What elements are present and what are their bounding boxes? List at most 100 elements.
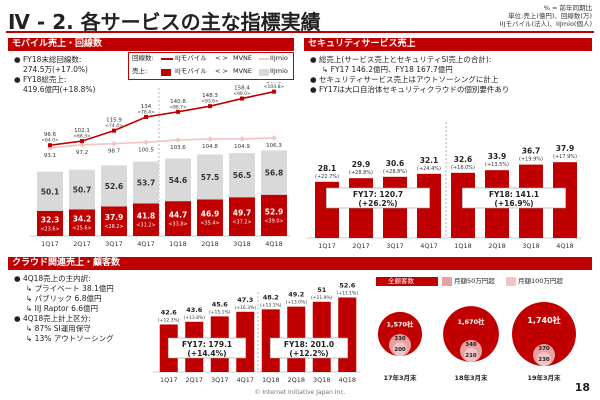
line-value-iijmio: 93.1 [44, 153, 56, 159]
header-notes: % = 前年同期比 単位:売上(億円)、回線数(万) IIJモバイル(法人)、I… [500, 4, 592, 28]
bullet-text: 274.5万(+17.0%) [23, 65, 88, 74]
line-point-iij-mobile [80, 139, 84, 144]
page-number: 18 [574, 381, 590, 394]
x-tick-label: 4Q18 [265, 240, 283, 248]
total-customers-label: 1,740社 [527, 315, 560, 325]
line-iijmio [49, 137, 275, 149]
line-value-iij-mobile: 134 [141, 104, 152, 110]
line-value-iij-mobile: 115.9 [106, 118, 122, 124]
bar-pct-label: (+28.8%) [349, 170, 373, 176]
bar-pct-label: (+17.9%) [553, 154, 577, 160]
x-tick-label: 1Q17 [41, 240, 59, 248]
bar-value: 50.1 [41, 187, 60, 196]
fiscal-total-label: FY17: 120.7 [353, 190, 403, 199]
bullet-text: FY17は大口自治体セキュリティクラウドの個別要件あり [318, 85, 510, 94]
bar-pct-label: (+11.1%) [336, 290, 358, 296]
bar-iijmio [37, 171, 63, 211]
line-point-iijmio [143, 139, 149, 146]
x-tick-label: 4Q17 [420, 242, 438, 250]
legend-over100: 月額100万円超 [518, 277, 563, 285]
bullet-text: ↳ 13% アウトソーシング [26, 334, 114, 343]
bar-pct-label: (+13.5%) [485, 162, 509, 168]
legend-bar-swatch [259, 69, 269, 76]
bar-iij-mobile [133, 203, 159, 236]
fiscal-total-label: FY18: 201.0 [284, 340, 334, 349]
legend-line-swatch [259, 58, 269, 60]
x-tick-label: 4Q17 [236, 376, 254, 384]
bar-pct-label: (+13.8%) [183, 315, 205, 321]
bullet-sub-text: 13% アウトソーシング [34, 334, 114, 343]
x-tick-label: 2Q18 [287, 376, 305, 384]
x-tick-label: 3Q17 [105, 240, 123, 248]
legend-bar-swatch [161, 69, 171, 76]
bullet-text: ↳ 87% SI運用保守 [26, 324, 91, 333]
legend-sales-label: 売上: [132, 67, 148, 75]
cloud-heading: クラウド関連売上・顧客数 [8, 257, 592, 270]
mobile-legend: 回線数: IIJモバイル < > MVNE IIJmio 売上: IIJモバイル… [128, 52, 294, 80]
bar-sub-value: <35.4> [200, 221, 220, 227]
bar-pct-label: (+15.1%) [209, 309, 231, 315]
x-tick-label: 2Q17 [352, 242, 370, 250]
year-label: 18年3月末 [454, 373, 488, 382]
legend-over50-swatch [442, 277, 452, 286]
bullet-sub-text: IIJ Raptor 6.6億円 [34, 304, 99, 313]
legend-line-swatch [161, 58, 173, 60]
bar-value: 56.5 [233, 171, 252, 180]
bullet-sub-text: 87% SI運用保守 [34, 324, 91, 333]
fiscal-total-label: FY17: 179.1 [182, 340, 232, 349]
bar-pct-label: (+13.0%) [285, 300, 307, 306]
line-value-iij-mobile: 148.3 [202, 93, 218, 99]
bar-value: 44.7 [169, 211, 188, 220]
bullet-text: ↳ IIJ Raptor 6.6億円 [26, 304, 99, 313]
x-tick-label: 3Q17 [386, 242, 404, 250]
bar-value: 48.2 [263, 293, 279, 301]
fiscal-total-box [269, 337, 349, 359]
bar-pct-label: (+19.9%) [519, 157, 543, 163]
bullet-text: セキュリティサービス売上はアウトソーシングに計上 [318, 75, 499, 84]
bar-iij-mobile [197, 199, 223, 236]
bar-value: 53.7 [137, 178, 156, 187]
bullet-text: 4Q18売上の主内訳: [22, 274, 91, 283]
line-sub-value: <88.7> [169, 104, 187, 110]
line-point-iijmio [239, 136, 245, 142]
line-sub-value: <68.3> [73, 134, 91, 140]
line-value-iij-mobile: 158.4 [234, 86, 250, 92]
bar-iij-mobile [101, 206, 127, 236]
legend-separator: < > [215, 67, 228, 75]
bar-iij-mobile [69, 209, 95, 236]
security-bullet: ● FY17は大口自治体セキュリティクラウドの個別要件あり [310, 85, 510, 94]
line-sub-value: <99.0> [233, 91, 251, 97]
x-tick-label: 4Q18 [338, 376, 356, 384]
bar-value: 36.7 [522, 147, 541, 156]
note-line: IIJモバイル(法人)、IIJmio(個人) [499, 20, 592, 28]
x-tick-label: 2Q17 [73, 240, 91, 248]
line-point-iij-mobile [144, 114, 148, 119]
circle-over100 [393, 342, 407, 357]
legend-over50: 月額50万円超 [454, 277, 495, 285]
bullet-sub-text: プライベート 38.1億円 [34, 284, 114, 293]
bar-value: 34.2 [73, 215, 92, 224]
line-value-iijmio: 98.7 [108, 149, 121, 155]
bar-value: 28.1 [318, 164, 337, 173]
fiscal-total-label: FY18: 141.1 [489, 190, 539, 199]
line-sub-value: <74.4> [105, 123, 123, 129]
bar-value: 52.6 [105, 182, 124, 191]
bar-pct-label: (+22.7%) [315, 174, 339, 180]
line-point-iijmio [271, 135, 277, 141]
line-sub-value: <78.4> [137, 109, 155, 115]
line-point-iij-mobile [48, 143, 52, 148]
bullet-text: ↳ プライベート 38.1億円 [26, 284, 114, 293]
note-line: % = 前年同期比 [543, 4, 592, 12]
legend-total: 全顧客数 [388, 277, 414, 285]
bullet-text: FY18末総回線数: [22, 55, 82, 64]
bullet-sub-text: パブリック 6.8億円 [34, 294, 102, 303]
bar-value: 50.7 [73, 186, 92, 195]
line-point-iijmio [207, 136, 213, 142]
legend-mvne-sales: MVNE [233, 67, 253, 75]
bar-iij-mobile [37, 210, 63, 236]
total-customers-label: 1,570社 [386, 319, 414, 328]
x-tick-label: 1Q18 [169, 240, 187, 248]
x-tick-label: 2Q18 [201, 240, 219, 248]
security-heading: セキュリティサービス売上 [304, 38, 592, 51]
line-point-iij-mobile [272, 89, 276, 94]
